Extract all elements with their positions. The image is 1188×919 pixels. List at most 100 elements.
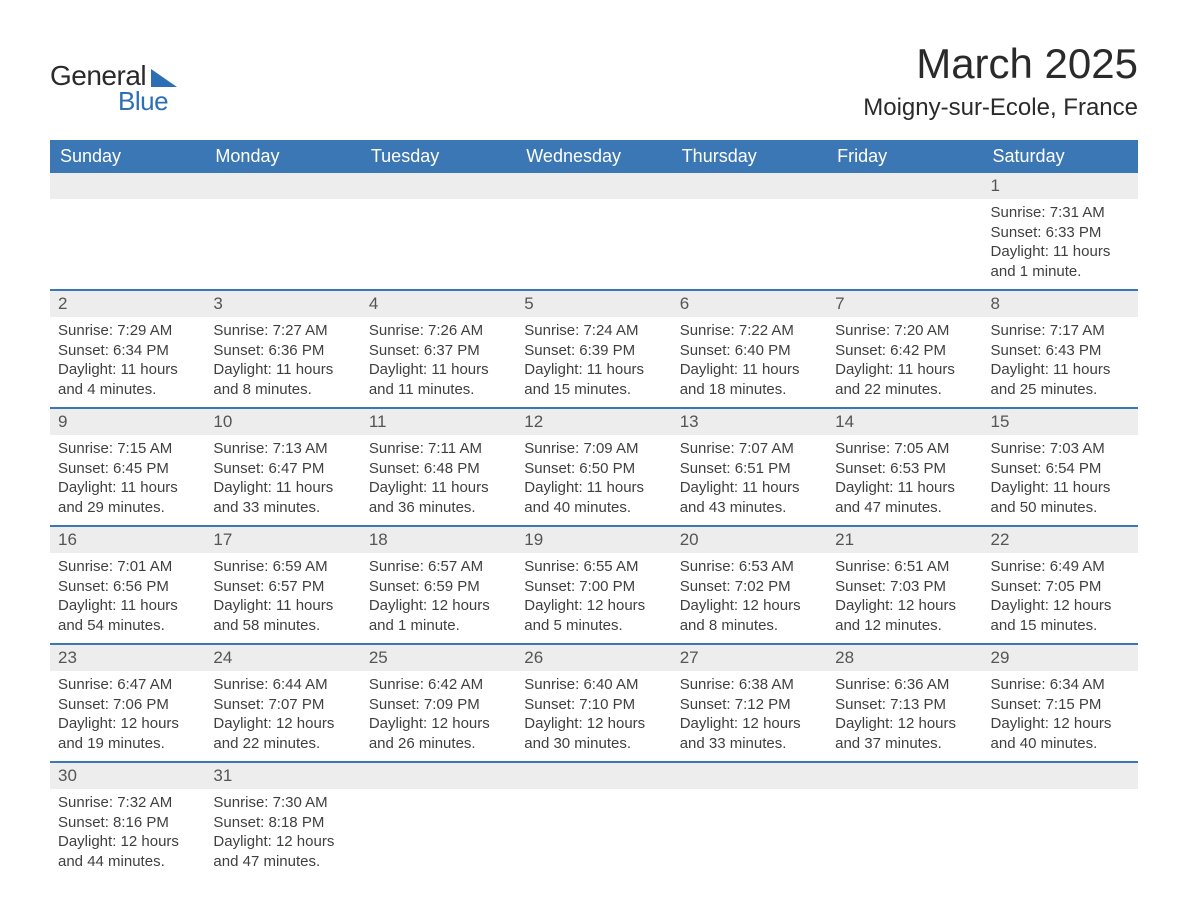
week-daynum-row: 1 [50,173,1138,199]
day-info-line: Sunrise: 6:38 AM [680,675,819,695]
week-content-row: Sunrise: 7:32 AMSunset: 8:16 PMDaylight:… [50,789,1138,879]
day-content [672,199,827,219]
calendar-content-cell: Sunrise: 6:40 AMSunset: 7:10 PMDaylight:… [516,671,671,762]
day-number: 22 [983,527,1138,553]
day-info-line: Sunrise: 7:31 AM [991,203,1130,223]
calendar-content-cell: Sunrise: 6:44 AMSunset: 7:07 PMDaylight:… [205,671,360,762]
day-content [205,199,360,219]
calendar-daynum-cell [361,762,516,789]
day-info-line: Sunset: 6:56 PM [58,577,197,597]
day-info-line: Daylight: 11 hours and 50 minutes. [991,478,1130,517]
calendar-content-cell: Sunrise: 7:01 AMSunset: 6:56 PMDaylight:… [50,553,205,644]
day-content: Sunrise: 6:36 AMSunset: 7:13 PMDaylight:… [827,671,982,761]
calendar-content-cell: Sunrise: 6:59 AMSunset: 6:57 PMDaylight:… [205,553,360,644]
weekday-header: Wednesday [516,140,671,173]
location-label: Moigny-sur-Ecole, France [863,94,1138,122]
calendar-daynum-cell [827,762,982,789]
day-info-line: Sunset: 6:50 PM [524,459,663,479]
day-info-line: Daylight: 12 hours and 47 minutes. [213,832,352,871]
day-number: 9 [50,409,205,435]
day-number: 7 [827,291,982,317]
day-info-line: Daylight: 11 hours and 15 minutes. [524,360,663,399]
day-info-line: Daylight: 12 hours and 12 minutes. [835,596,974,635]
day-info-line: Sunrise: 7:32 AM [58,793,197,813]
calendar-content-cell: Sunrise: 6:42 AMSunset: 7:09 PMDaylight:… [361,671,516,762]
day-info-line: Sunrise: 7:24 AM [524,321,663,341]
day-content [516,789,671,809]
day-info-line: Sunrise: 7:11 AM [369,439,508,459]
calendar-daynum-cell: 14 [827,408,982,435]
calendar-daynum-cell: 20 [672,526,827,553]
calendar-content-cell: Sunrise: 6:47 AMSunset: 7:06 PMDaylight:… [50,671,205,762]
day-content [827,789,982,809]
day-number: 14 [827,409,982,435]
calendar-daynum-cell: 21 [827,526,982,553]
week-content-row: Sunrise: 6:47 AMSunset: 7:06 PMDaylight:… [50,671,1138,762]
calendar-daynum-cell [672,762,827,789]
day-content: Sunrise: 7:24 AMSunset: 6:39 PMDaylight:… [516,317,671,407]
day-content: Sunrise: 6:59 AMSunset: 6:57 PMDaylight:… [205,553,360,643]
day-number: 10 [205,409,360,435]
weekday-header-row: SundayMondayTuesdayWednesdayThursdayFrid… [50,140,1138,173]
day-content: Sunrise: 7:29 AMSunset: 6:34 PMDaylight:… [50,317,205,407]
calendar-content-cell: Sunrise: 7:26 AMSunset: 6:37 PMDaylight:… [361,317,516,408]
calendar-content-cell: Sunrise: 7:31 AMSunset: 6:33 PMDaylight:… [983,199,1138,290]
calendar-daynum-cell: 3 [205,290,360,317]
day-info-line: Sunrise: 7:29 AM [58,321,197,341]
day-content: Sunrise: 7:17 AMSunset: 6:43 PMDaylight:… [983,317,1138,407]
day-info-line: Daylight: 11 hours and 1 minute. [991,242,1130,281]
day-info-line: Daylight: 11 hours and 22 minutes. [835,360,974,399]
day-info-line: Sunset: 6:42 PM [835,341,974,361]
day-number: 29 [983,645,1138,671]
calendar-content-cell [361,789,516,879]
day-info-line: Sunset: 6:54 PM [991,459,1130,479]
day-info-line: Sunset: 6:48 PM [369,459,508,479]
day-number: 25 [361,645,516,671]
calendar-content-cell: Sunrise: 7:09 AMSunset: 6:50 PMDaylight:… [516,435,671,526]
calendar-daynum-cell: 25 [361,644,516,671]
week-content-row: Sunrise: 7:01 AMSunset: 6:56 PMDaylight:… [50,553,1138,644]
day-content: Sunrise: 6:55 AMSunset: 7:00 PMDaylight:… [516,553,671,643]
day-number: 15 [983,409,1138,435]
day-content [672,789,827,809]
day-info-line: Sunrise: 7:30 AM [213,793,352,813]
day-content: Sunrise: 7:32 AMSunset: 8:16 PMDaylight:… [50,789,205,879]
day-number [827,763,982,789]
day-number: 20 [672,527,827,553]
day-content: Sunrise: 7:22 AMSunset: 6:40 PMDaylight:… [672,317,827,407]
day-info-line: Daylight: 12 hours and 19 minutes. [58,714,197,753]
day-content: Sunrise: 7:01 AMSunset: 6:56 PMDaylight:… [50,553,205,643]
week-daynum-row: 3031 [50,762,1138,789]
day-number: 17 [205,527,360,553]
calendar-daynum-cell: 4 [361,290,516,317]
title-block: March 2025 Moigny-sur-Ecole, France [863,40,1138,122]
day-info-line: Daylight: 12 hours and 15 minutes. [991,596,1130,635]
calendar-daynum-cell: 16 [50,526,205,553]
day-info-line: Daylight: 11 hours and 29 minutes. [58,478,197,517]
day-content: Sunrise: 6:34 AMSunset: 7:15 PMDaylight:… [983,671,1138,761]
week-daynum-row: 2345678 [50,290,1138,317]
calendar-daynum-cell: 2 [50,290,205,317]
calendar-daynum-cell: 18 [361,526,516,553]
day-info-line: Sunset: 6:33 PM [991,223,1130,243]
day-info-line: Daylight: 11 hours and 18 minutes. [680,360,819,399]
day-number [983,763,1138,789]
day-info-line: Sunrise: 7:26 AM [369,321,508,341]
calendar-daynum-cell [827,173,982,199]
weekday-header: Saturday [983,140,1138,173]
calendar-daynum-cell: 28 [827,644,982,671]
day-number: 11 [361,409,516,435]
day-content: Sunrise: 6:49 AMSunset: 7:05 PMDaylight:… [983,553,1138,643]
calendar-daynum-cell: 6 [672,290,827,317]
week-content-row: Sunrise: 7:31 AMSunset: 6:33 PMDaylight:… [50,199,1138,290]
logo-triangle-icon [151,69,177,87]
day-info-line: Sunrise: 6:57 AM [369,557,508,577]
day-info-line: Sunset: 6:37 PM [369,341,508,361]
day-number [672,763,827,789]
day-info-line: Sunrise: 7:05 AM [835,439,974,459]
calendar-content-cell: Sunrise: 6:57 AMSunset: 6:59 PMDaylight:… [361,553,516,644]
calendar-content-cell: Sunrise: 7:05 AMSunset: 6:53 PMDaylight:… [827,435,982,526]
day-info-line: Daylight: 11 hours and 25 minutes. [991,360,1130,399]
calendar-content-cell [205,199,360,290]
day-info-line: Sunrise: 6:53 AM [680,557,819,577]
